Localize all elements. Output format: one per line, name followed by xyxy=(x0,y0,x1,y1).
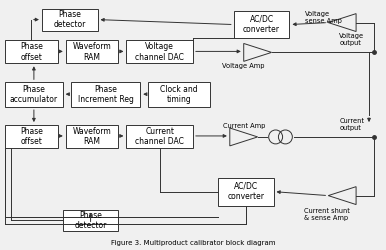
Text: Waveform
RAM: Waveform RAM xyxy=(73,42,112,62)
Text: Phase
detector: Phase detector xyxy=(54,10,86,29)
Text: Voltage
sense Amp: Voltage sense Amp xyxy=(305,11,342,24)
Text: Current
channel DAC: Current channel DAC xyxy=(135,127,184,146)
Text: Phase
accumulator: Phase accumulator xyxy=(10,85,58,104)
FancyBboxPatch shape xyxy=(42,9,98,30)
Text: AC/DC
converter: AC/DC converter xyxy=(227,182,264,201)
Text: Phase
offset: Phase offset xyxy=(20,42,43,62)
FancyBboxPatch shape xyxy=(71,82,140,107)
Text: Current Amp: Current Amp xyxy=(223,123,265,129)
Text: Voltage
channel DAC: Voltage channel DAC xyxy=(135,42,184,62)
FancyBboxPatch shape xyxy=(66,40,119,63)
Text: Phase
offset: Phase offset xyxy=(20,127,43,146)
FancyBboxPatch shape xyxy=(63,210,119,232)
Text: Figure 3. Multiproduct calibrator block diagram: Figure 3. Multiproduct calibrator block … xyxy=(111,240,275,246)
Text: AC/DC
converter: AC/DC converter xyxy=(243,15,280,34)
FancyBboxPatch shape xyxy=(218,178,274,206)
Text: Voltage Amp: Voltage Amp xyxy=(222,63,265,69)
FancyBboxPatch shape xyxy=(148,82,210,107)
Text: Voltage
output: Voltage output xyxy=(339,34,364,46)
FancyBboxPatch shape xyxy=(5,125,58,148)
FancyBboxPatch shape xyxy=(66,125,119,148)
FancyBboxPatch shape xyxy=(5,40,58,63)
Text: Current
output: Current output xyxy=(339,118,364,131)
Text: Waveform
RAM: Waveform RAM xyxy=(73,127,112,146)
Text: Phase
Increment Reg: Phase Increment Reg xyxy=(78,85,134,104)
FancyBboxPatch shape xyxy=(126,40,193,63)
Text: Clock and
timing: Clock and timing xyxy=(160,85,198,104)
FancyBboxPatch shape xyxy=(5,82,63,107)
FancyBboxPatch shape xyxy=(234,11,290,38)
Text: Current shunt
& sense Amp: Current shunt & sense Amp xyxy=(305,208,350,220)
FancyBboxPatch shape xyxy=(126,125,193,148)
Text: Phase
detector: Phase detector xyxy=(74,211,107,230)
